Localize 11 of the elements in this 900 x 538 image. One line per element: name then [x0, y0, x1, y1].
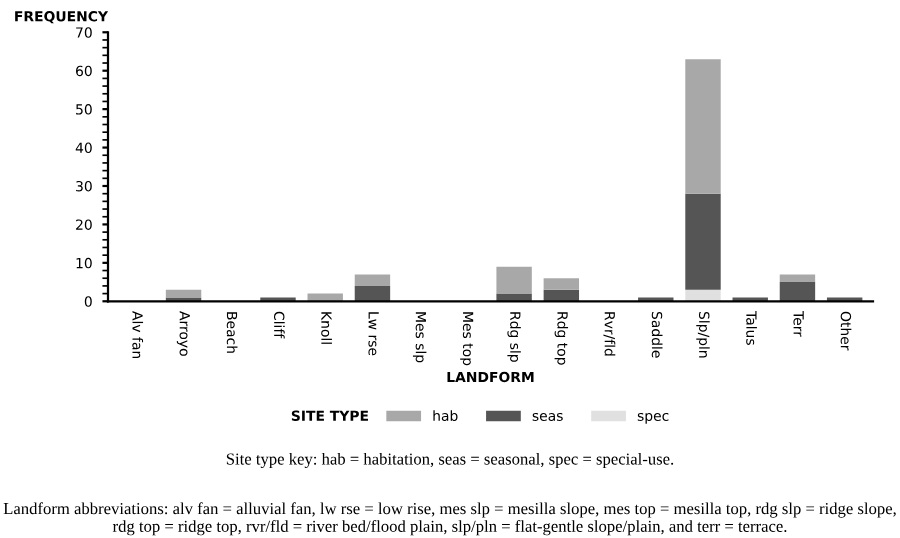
bar [685, 59, 721, 194]
bar [354, 274, 391, 286]
bar [165, 289, 202, 298]
bar [543, 278, 580, 290]
bar [354, 285, 391, 302]
bar [779, 282, 816, 302]
bar [496, 266, 532, 294]
bar [685, 193, 721, 290]
bar [779, 274, 816, 283]
text: Landform abbreviations: alv fan = alluvial fan, lw rse = low rise, mes slp = mesilla slope, mes top = mesilla top, rdg slp = ridge slope, rdg top = ridge top, rvr/fld = river bed/flood plain, slp/pln = flat-gentle slope/plain, and terr = terrace. [3, 502, 896, 536]
text: Site type key: hab = habitation, seas = seasonal, spec = special-use. [226, 452, 674, 469]
